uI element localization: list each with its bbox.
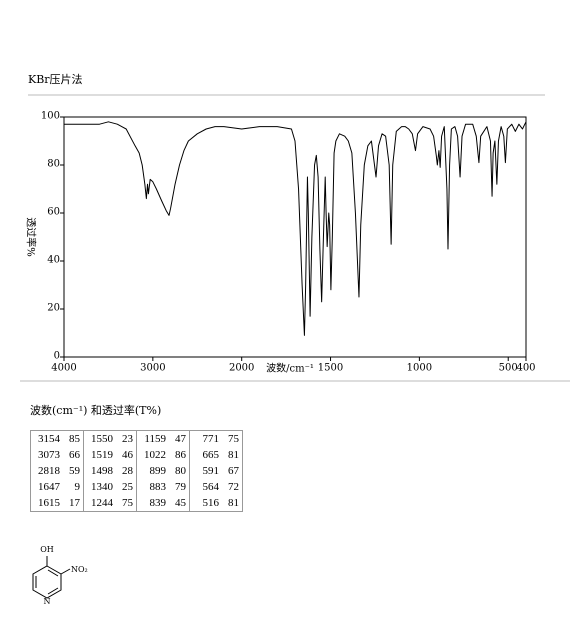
spectrum-line <box>64 121 527 336</box>
transmittance: 80 <box>175 465 186 477</box>
transmittance: 28 <box>122 465 133 477</box>
table-cell: 839 45 <box>136 495 190 512</box>
y-tick-label: 40 <box>47 255 60 266</box>
wavenumber: 564 <box>202 481 220 493</box>
structure <box>32 556 71 599</box>
transmittance: 81 <box>228 497 239 509</box>
table-cell: 1498 28 <box>83 463 137 479</box>
transmittance: 45 <box>175 497 186 509</box>
wavenumber: 839 <box>149 497 167 509</box>
wavenumber: 591 <box>202 465 220 477</box>
table-row: 3073 66 1519 46 1022 86 665 81 <box>30 447 243 463</box>
table-cell: 899 80 <box>136 463 190 479</box>
table-cell: 3073 66 <box>30 447 84 463</box>
x-tick-label: 1500 <box>318 363 343 374</box>
wavenumber: 1647 <box>38 481 60 493</box>
transmittance: 81 <box>228 449 239 461</box>
table-row: 3154 85 1550 23 1159 47 771 75 <box>30 430 243 447</box>
table-cell: 1022 86 <box>136 447 190 463</box>
transmittance: 17 <box>69 497 80 509</box>
y-tick-label: 80 <box>47 159 60 170</box>
table-cell: 1615 17 <box>30 495 84 512</box>
x-tick-label: 1000 <box>407 363 432 374</box>
transmittance: 67 <box>228 465 239 477</box>
wavenumber: 1519 <box>91 449 113 461</box>
transmittance: 23 <box>122 433 133 445</box>
y-tick-label: 20 <box>47 303 60 314</box>
wavenumber: 2818 <box>38 465 60 477</box>
transmittance: 59 <box>69 465 80 477</box>
table-cell: 1244 75 <box>83 495 137 512</box>
structure-label: NO₂ <box>71 565 88 574</box>
wavenumber: 1550 <box>91 433 113 445</box>
table-title: 波数(cm⁻¹) 和透过率(T%) <box>30 403 161 417</box>
table-row: 1647 9 1340 25 883 79 564 72 <box>30 479 243 495</box>
x-axis-label: 波数/cm⁻¹ <box>266 362 314 375</box>
x-tick-label: 4000 <box>51 363 76 374</box>
table-cell: 2818 59 <box>30 463 84 479</box>
transmittance: 46 <box>122 449 133 461</box>
y-tick-label: 0 <box>54 351 60 362</box>
table-cell: 883 79 <box>136 479 190 495</box>
x-tick-label: 400 <box>516 363 535 374</box>
wavenumber: 771 <box>202 433 220 445</box>
wavenumber: 516 <box>202 497 220 509</box>
x-tick-label: 2000 <box>229 363 254 374</box>
transmittance: 66 <box>69 449 80 461</box>
wavenumber: 665 <box>202 449 220 461</box>
x-tick-label: 3000 <box>140 363 165 374</box>
transmittance: 79 <box>175 481 186 493</box>
wavenumber: 1615 <box>38 497 60 509</box>
table-cell: 564 72 <box>189 479 243 495</box>
peak-table: 3154 85 1550 23 1159 47 771 75 3073 66 1519 46 1022 8… <box>30 430 243 512</box>
wavenumber: 1159 <box>144 433 166 445</box>
table-cell: 1519 46 <box>83 447 137 463</box>
table-cell: 591 67 <box>189 463 243 479</box>
plot-frame <box>63 116 527 358</box>
table-cell: 1647 9 <box>30 479 84 495</box>
header-title: KBr压片法 <box>28 72 83 86</box>
table-cell: 3154 85 <box>30 430 84 447</box>
transmittance: 47 <box>175 433 186 445</box>
transmittance: 25 <box>122 481 133 493</box>
y-axis-label: 透过率% <box>25 217 38 257</box>
table-cell: 771 75 <box>189 430 243 447</box>
wavenumber: 3154 <box>38 433 60 445</box>
table-cell: 1550 23 <box>83 430 137 447</box>
table-cell: 516 81 <box>189 495 243 512</box>
transmittance: 75 <box>122 497 133 509</box>
wavenumber: 1244 <box>91 497 113 509</box>
table-row: 1615 17 1244 75 839 45 516 81 <box>30 495 243 512</box>
table-cell: 665 81 <box>189 447 243 463</box>
structure-label: N <box>44 597 51 606</box>
transmittance: 9 <box>74 481 81 493</box>
table-row: 2818 59 1498 28 899 80 591 67 <box>30 463 243 479</box>
table-cell: 1159 47 <box>136 430 190 447</box>
wavenumber: 899 <box>149 465 167 477</box>
wavenumber: 3073 <box>38 449 60 461</box>
structure-label: OH <box>40 545 54 554</box>
x-tick-label: 500 <box>499 363 518 374</box>
wavenumber: 1498 <box>91 465 113 477</box>
transmittance: 85 <box>69 433 80 445</box>
table-cell: 1340 25 <box>83 479 137 495</box>
transmittance: 86 <box>175 449 186 461</box>
wavenumber: 1022 <box>144 449 166 461</box>
wavenumber: 1340 <box>91 481 113 493</box>
transmittance: 72 <box>228 481 239 493</box>
y-tick-label: 60 <box>47 207 60 218</box>
wavenumber: 883 <box>149 481 167 493</box>
transmittance: 75 <box>228 433 239 445</box>
y-tick-label: 100 <box>41 111 60 122</box>
